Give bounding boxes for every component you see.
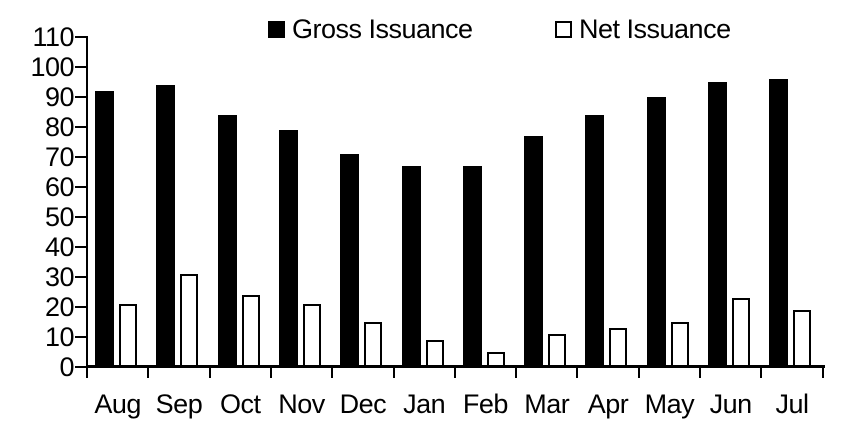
net-issuance-swatch-icon	[555, 20, 572, 38]
x-axis-label: Jan	[403, 389, 446, 419]
y-axis-label: 40	[44, 231, 75, 262]
y-axis-tick	[75, 215, 87, 218]
x-axis-tick	[821, 368, 824, 378]
x-axis-label: Jun	[709, 389, 753, 419]
bar-gross-issuance-mar	[524, 135, 544, 367]
y-axis-label: 70	[44, 141, 75, 172]
y-axis-label: 10	[44, 321, 75, 352]
y-axis-tick	[75, 365, 87, 368]
x-axis-tick	[392, 368, 395, 378]
bar-net-issuance-nov	[302, 303, 321, 367]
bar-gross-issuance-jan	[401, 165, 421, 367]
y-axis-tick	[75, 185, 87, 188]
bar-net-issuance-dec	[364, 321, 383, 367]
y-axis-tick	[75, 305, 87, 308]
y-axis-tick	[75, 245, 87, 248]
x-axis-tick	[576, 368, 579, 378]
y-axis-label: 20	[44, 291, 75, 322]
legend-label-gross: Gross Issuance	[292, 14, 473, 44]
bar-gross-issuance-aug	[95, 90, 114, 367]
x-axis-tick	[637, 368, 640, 378]
bar-net-issuance-oct	[241, 294, 260, 367]
bar-net-issuance-sep	[180, 273, 199, 367]
x-axis-tick	[699, 368, 701, 378]
y-axis-label: 60	[44, 171, 75, 202]
bar-gross-issuance-feb	[462, 165, 482, 367]
x-axis-tick	[208, 368, 211, 378]
bar-net-issuance-apr	[609, 327, 628, 367]
bar-gross-issuance-jul	[769, 78, 789, 367]
legend-item-gross-issuance: Gross Issuance	[268, 13, 473, 45]
bar-net-issuance-aug	[119, 303, 137, 367]
y-axis-label: 50	[44, 201, 75, 232]
x-axis-label: Dec	[339, 389, 387, 419]
y-axis-tick	[75, 125, 87, 128]
bar-net-issuance-jun	[732, 297, 750, 367]
y-axis-tick	[75, 335, 87, 338]
x-axis-label: Oct	[219, 389, 261, 419]
legend-item-net-issuance: Net Issuance	[555, 13, 731, 45]
x-axis-line	[86, 365, 825, 368]
x-axis-tick	[515, 368, 518, 378]
x-axis-label: Nov	[278, 389, 325, 419]
bar-gross-issuance-may	[646, 96, 666, 367]
bar-gross-issuance-apr	[585, 114, 605, 367]
bar-gross-issuance-oct	[217, 114, 237, 367]
y-axis-label: 0	[59, 351, 74, 382]
legend-label-net: Net Issuance	[579, 14, 731, 44]
x-axis-tick	[760, 368, 763, 378]
y-axis-label: 110	[32, 21, 74, 52]
gross-issuance-swatch-icon	[268, 20, 285, 38]
x-axis-label: May	[644, 389, 695, 419]
x-axis-label: Sep	[155, 389, 203, 419]
y-axis-tick	[75, 275, 87, 278]
y-axis-label: 90	[44, 81, 75, 112]
y-axis-tick	[75, 35, 87, 38]
bar-gross-issuance-dec	[340, 153, 360, 367]
y-axis-label: 30	[44, 261, 75, 292]
bar-gross-issuance-nov	[278, 129, 298, 367]
y-axis-line	[86, 36, 88, 368]
bar-net-issuance-feb	[486, 351, 505, 367]
x-axis-tick	[453, 368, 456, 378]
x-axis-label: Apr	[587, 389, 629, 419]
x-axis-label: Jul	[775, 389, 809, 419]
x-axis-tick	[269, 368, 272, 378]
y-axis-label: 100	[30, 51, 74, 82]
bar-net-issuance-jan	[425, 339, 444, 367]
x-axis-tick	[147, 368, 150, 378]
y-axis-tick	[75, 155, 87, 158]
bar-gross-issuance-sep	[156, 84, 176, 367]
bar-gross-issuance-jun	[708, 81, 727, 367]
x-axis-label: Aug	[94, 389, 141, 419]
y-axis-label: 80	[44, 111, 75, 142]
y-axis-tick	[75, 65, 87, 68]
x-axis-tick	[331, 368, 334, 378]
bar-net-issuance-mar	[548, 333, 567, 367]
bar-net-issuance-jul	[793, 309, 812, 367]
x-axis-label: Mar	[524, 389, 570, 419]
x-axis-label: Feb	[462, 389, 509, 419]
x-axis-tick	[86, 368, 88, 378]
bar-net-issuance-may	[670, 321, 689, 367]
y-axis-tick	[75, 95, 87, 98]
